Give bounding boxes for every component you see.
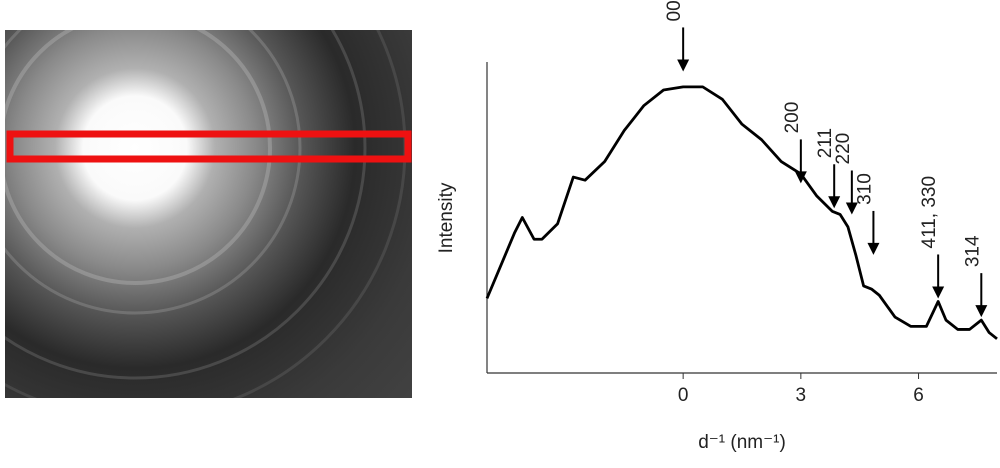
annotation-label: 411, 330 <box>919 176 940 249</box>
arrow-head <box>828 196 841 209</box>
arrow-head <box>867 242 880 255</box>
annotation-label: 000 <box>664 0 685 21</box>
annotation-label: 314 <box>962 235 983 267</box>
x-tick-label: 0 <box>678 385 689 406</box>
selection-box <box>6 130 412 163</box>
x-tick-label: 6 <box>913 385 924 406</box>
annotation-label: 211 <box>815 128 836 158</box>
data-line <box>485 85 998 340</box>
arrow-head <box>932 286 945 299</box>
x-tick-label: 3 <box>796 385 807 406</box>
arrow-head <box>975 305 988 318</box>
annotation-label: 310 <box>854 173 875 205</box>
annotation-label: 200 <box>782 102 803 134</box>
arrow-head <box>794 171 807 184</box>
annotation-label: 220 <box>833 133 854 165</box>
y-axis-label: Intensity <box>436 182 457 253</box>
x-axis-label: d⁻¹ (nm⁻¹) <box>698 432 786 453</box>
diffraction-image <box>5 30 412 398</box>
arrow-head <box>677 59 690 72</box>
arrow-head <box>845 202 858 215</box>
